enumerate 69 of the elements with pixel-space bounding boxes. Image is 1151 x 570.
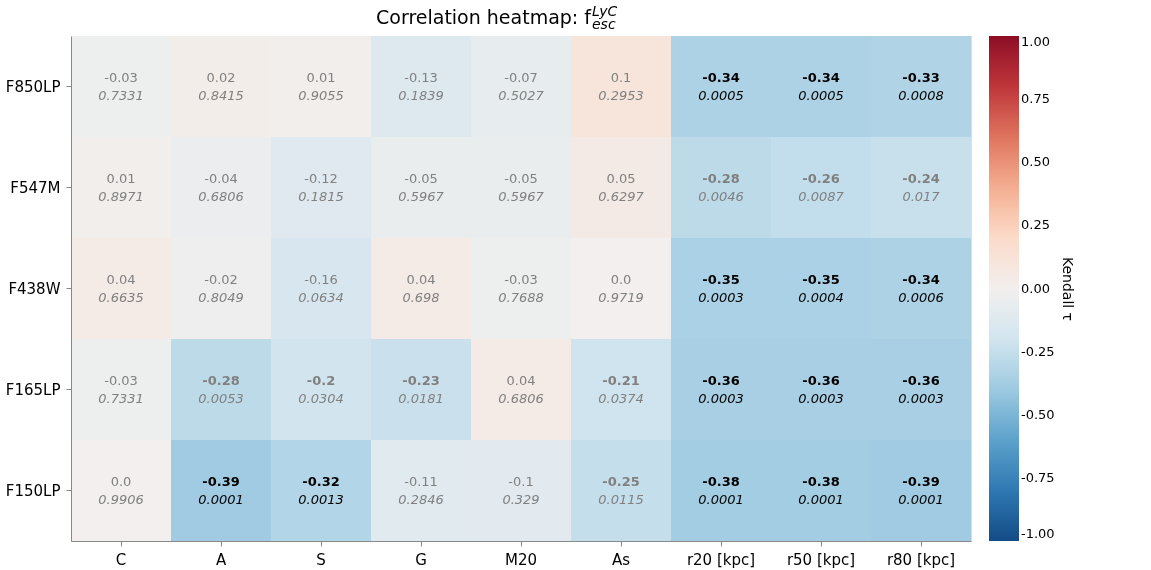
text: -0.35 0.0003	[698, 271, 744, 305]
color-bar-label: -0.25	[1021, 343, 1055, 359]
x-tick-label: A	[215, 550, 227, 569]
text: -0.2 0.0304	[298, 372, 344, 406]
text: -0.07 0.5027	[498, 69, 544, 103]
x-tick-label: M20	[504, 550, 538, 569]
text: -0.36 0.0003	[898, 372, 944, 406]
color-bar-label: 0.75	[1021, 91, 1050, 107]
text: -0.05 0.5967	[498, 170, 544, 204]
text: -0.24 0.017	[902, 170, 940, 204]
color-bar-label: 1.00	[1021, 34, 1050, 49]
color-bar-label: -1.00	[1021, 526, 1055, 541]
text: -0.26 0.0087	[798, 170, 844, 204]
color-bar-label: -0.75	[1021, 469, 1055, 485]
text: -0.32 0.0013	[298, 473, 344, 507]
text: -0.28 0.0053	[198, 372, 244, 406]
text: -0.11 0.2846	[398, 473, 444, 507]
x-tick-label: r50 [kpc]	[786, 550, 856, 569]
y-tick-label: F438W	[8, 279, 61, 298]
text: 0.02 0.8415	[198, 69, 244, 103]
x-tick-label: S	[316, 550, 326, 569]
text: -0.23 0.0181	[398, 372, 444, 406]
text: -0.39 0.0001	[198, 473, 244, 507]
text: -0.13 0.1839	[398, 69, 444, 103]
text: -0.39 0.0001	[898, 473, 944, 507]
text: -0.34 0.0006	[898, 271, 944, 305]
text: -0.12 0.1815	[298, 170, 344, 204]
text: 0.04 0.6806	[498, 372, 544, 406]
text: -0.34 0.0005	[698, 69, 744, 103]
text: -0.16 0.0634	[298, 271, 344, 305]
text: -0.34 0.0005	[798, 69, 844, 103]
text: -0.33 0.0008	[898, 69, 944, 103]
color-bar-label: -0.50	[1021, 406, 1055, 422]
text: 0.0 0.9906	[98, 473, 144, 507]
x-tick-label: r80 [kpc]	[886, 550, 956, 569]
text: -0.02 0.8049	[198, 271, 244, 305]
x-tick-label: As	[611, 550, 631, 569]
y-tick-label: F150LP	[5, 481, 61, 500]
text: 0.04 0.698	[402, 271, 440, 305]
x-tick-label: G	[415, 550, 427, 569]
color-bar-title: Kendall τ	[1060, 256, 1076, 322]
text: 0.04 0.6635	[98, 271, 144, 305]
text: -0.38 0.0001	[798, 473, 844, 507]
text: -0.05 0.5967	[398, 170, 444, 204]
text: 0.0 0.9719	[598, 271, 644, 305]
text: 0.05 0.6297	[598, 170, 644, 204]
text: 0.01 0.9055	[298, 69, 344, 103]
text: -0.36 0.0003	[698, 372, 744, 406]
text: -0.28 0.0046	[698, 170, 744, 204]
text: -0.03 0.7331	[98, 372, 144, 406]
color-bar-label: 0.50	[1021, 154, 1050, 170]
y-tick-label: F165LP	[5, 380, 61, 399]
text: -0.36 0.0003	[798, 372, 844, 406]
text: 0.01 0.8971	[98, 170, 144, 204]
y-tick-label: F850LP	[5, 77, 61, 96]
text: -0.35 0.0004	[798, 271, 844, 305]
y-tick-label: F547M	[10, 178, 61, 197]
text: -0.38 0.0001	[698, 473, 744, 507]
color-bar-label: 0.00	[1021, 280, 1050, 296]
text: -0.04 0.6806	[198, 170, 244, 204]
x-tick-label: C	[115, 550, 127, 569]
color-bar-label: 0.25	[1021, 217, 1050, 233]
text: -0.03 0.7688	[498, 271, 544, 305]
x-tick-label: r20 [kpc]	[686, 550, 756, 569]
text: -0.03 0.7331	[98, 69, 144, 103]
text: -0.1 0.329	[502, 473, 540, 507]
text: 0.1 0.2953	[598, 69, 644, 103]
text: -0.21 0.0374	[598, 372, 644, 406]
text: -0.25 0.0115	[598, 473, 644, 507]
